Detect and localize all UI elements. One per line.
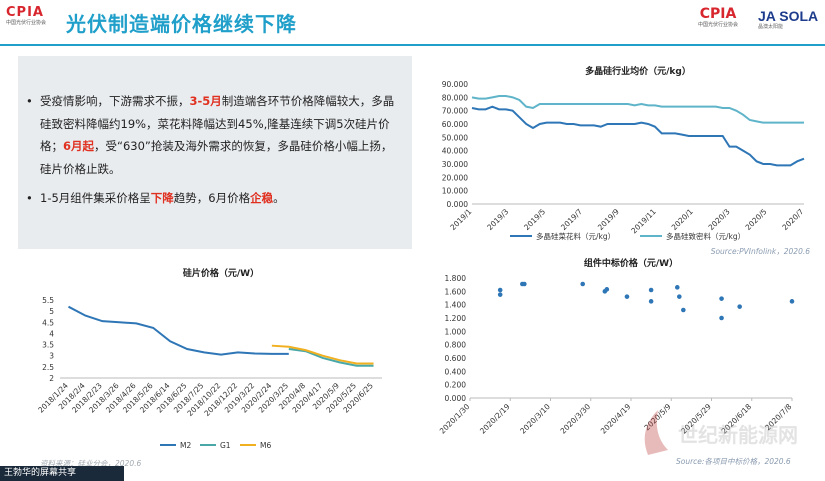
y-tick-label: 1.200 [445, 314, 467, 323]
chart-title: 组件中标价格（元/W） [584, 257, 678, 269]
legend-label: M2 [180, 441, 191, 450]
x-tick-label: 2019/1 [448, 207, 473, 232]
y-tick-label: 1.400 [445, 301, 467, 310]
y-tick-label: 3 [49, 352, 54, 361]
y-tick-label: 0.600 [445, 354, 467, 363]
x-tick-label: 2020/3/10 [518, 402, 552, 436]
ja-solar-logo: JA SOLA 晶澳太阳能 [758, 8, 819, 30]
y-tick-label: 1.800 [445, 274, 467, 283]
summary-box: • 受疫情影响，下游需求不振，3-5月制造端各环节价格降幅较大，多晶硅致密料降幅… [18, 56, 412, 249]
series-line [288, 348, 374, 367]
y-tick-label: 3.5 [42, 341, 54, 350]
chart-source: Source:PVInfolink，2020.6 [711, 247, 811, 256]
x-tick-label: 2019/5 [522, 207, 547, 232]
header: CPIA 中国光伏行业协会 光伏制造端价格继续下降 CPIA 中国光伏行业协会 … [0, 0, 825, 46]
data-point [580, 281, 585, 287]
y-tick-label: 2.5 [42, 363, 54, 372]
data-point [719, 296, 724, 301]
watermark-logo: 世纪新能源网 [644, 410, 798, 455]
bullet-dot-2: • [26, 191, 33, 205]
bullet-dot-1: • [26, 94, 33, 108]
y-tick-label: 10.000 [442, 187, 468, 196]
y-tick-label: 30.000 [442, 160, 468, 169]
y-tick-label: 20.000 [442, 173, 468, 182]
y-tick-label: 0.200 [445, 381, 467, 390]
series-line [68, 305, 289, 356]
y-tick-label: 0.400 [445, 367, 467, 376]
y-tick-label: 5.5 [42, 296, 54, 305]
y-tick-label: 70.000 [442, 107, 468, 116]
legend-label: M6 [260, 441, 271, 450]
y-tick-label: 1.000 [445, 327, 467, 336]
x-tick-label: 2019/11 [629, 207, 658, 236]
data-point [648, 287, 654, 293]
x-tick-label: 2020/1/30 [438, 402, 472, 436]
svg-text:世纪新能源网: 世纪新能源网 [678, 423, 798, 447]
page-title: 光伏制造端价格继续下降 [66, 12, 297, 36]
data-point [719, 315, 724, 321]
y-tick-label: 1.600 [445, 287, 467, 296]
y-tick-label: 4 [49, 329, 54, 338]
y-tick-label: 0.800 [445, 341, 467, 350]
series-line [471, 95, 804, 124]
x-tick-label: 2020/2/19 [478, 402, 512, 436]
y-tick-label: 40.000 [442, 147, 468, 156]
data-point [737, 304, 742, 309]
data-point [497, 287, 503, 293]
wafer-price-chart: 硅片价格（元/W）22.533.544.555.52018/1/242018/2… [36, 267, 382, 450]
x-tick-label: 2019/9 [596, 207, 621, 232]
header-divider [0, 44, 825, 46]
wafer-chart-source: 资料来源：硅业分会，2020.6 [40, 459, 142, 468]
y-tick-label: 0.000 [447, 200, 469, 209]
data-point [677, 294, 682, 299]
y-tick-label: 80.000 [442, 93, 468, 102]
y-tick-label: 4.5 [42, 318, 54, 327]
summary-bullet-2: 1-5月组件集采价格呈下降趋势，6月价格企稳。 [40, 191, 285, 205]
x-tick-label: 2020/7 [780, 207, 805, 232]
y-tick-label: 5 [49, 307, 54, 316]
legend-label: G1 [220, 441, 231, 450]
data-point [681, 307, 686, 313]
x-tick-label: 2020/3 [707, 207, 732, 232]
x-tick-label: 2019/7 [559, 207, 584, 232]
legend-label: 多晶硅致密料（元/kg） [666, 231, 745, 241]
x-tick-label: 2020/5 [744, 207, 769, 232]
data-point [674, 285, 680, 290]
cpia-logo: CPIA 中国光伏行业协会 [6, 5, 47, 27]
series-line [271, 344, 374, 365]
data-point [522, 281, 527, 287]
y-tick-label: 0.000 [445, 394, 467, 403]
module-chart-source: Source:各项目中标价格，2020.6 [676, 457, 791, 466]
chart-title: 硅片价格（元/W） [183, 267, 259, 279]
legend-label: 多晶硅菜花料（元/kg） [536, 231, 615, 241]
data-point [604, 287, 610, 292]
screen-share-indicator[interactable]: 王勃华的屏幕共享 [0, 466, 124, 481]
data-point [624, 294, 630, 299]
data-point [497, 292, 503, 297]
series-line [471, 105, 805, 167]
data-point [789, 299, 795, 304]
y-tick-label: 2 [49, 374, 54, 383]
cpia-logo-right: CPIA 中国光伏行业协会 [697, 6, 738, 28]
y-tick-label: 60.000 [442, 120, 468, 129]
y-tick-label: 90.000 [442, 80, 468, 89]
module-bid-price-chart: 组件中标价格（元/W） 0.000 0.200 0.400 0.600 0.800 1.00… [438, 257, 795, 436]
y-tick-label: 50.000 [442, 133, 468, 142]
summary-bullet-1: 受疫情影响，下游需求不振，3-5月制造端各环节价格降幅较大，多晶硅致密料降幅约1… [40, 94, 395, 176]
chart-title: 多晶硅行业均价（元/kg） [585, 65, 691, 77]
polysilicon-price-chart: 多晶硅行业均价（元/kg） 0.000 10.000 20.000 30.000 40.0… [442, 65, 811, 256]
screen-share-label: 王勃华的屏幕共享 [4, 468, 77, 478]
data-point [648, 299, 654, 304]
x-tick-label: 2020/1 [670, 207, 695, 232]
x-tick-label: 2020/3/30 [559, 402, 593, 436]
x-tick-label: 2019/3 [485, 207, 510, 232]
